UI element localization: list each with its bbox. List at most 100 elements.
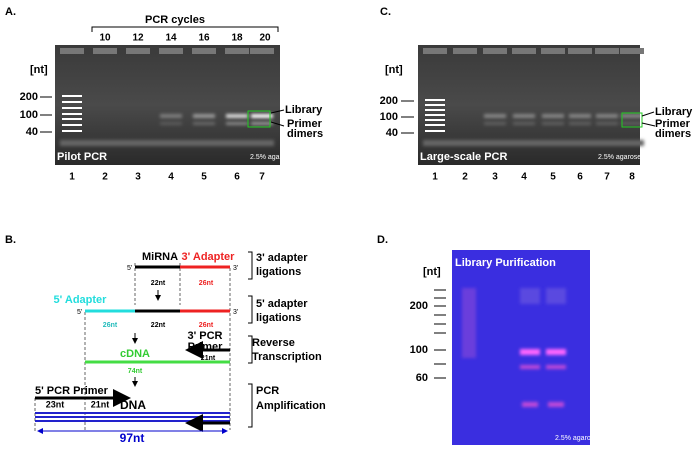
band [513, 114, 535, 118]
gel-note: 2.5% agarose [555, 435, 598, 442]
band [621, 114, 643, 118]
text: DNA [120, 398, 146, 412]
ladder-band [62, 124, 82, 126]
well [93, 48, 117, 54]
bracket [248, 383, 253, 428]
ladder-band [62, 130, 82, 132]
lane-number: 2 [462, 172, 468, 183]
lane-number: 4 [168, 172, 174, 183]
band-label: dimers [655, 128, 691, 140]
ladder-band [62, 95, 82, 97]
ladder-band [425, 109, 445, 111]
lane-number: 6 [234, 172, 240, 183]
marker: 100 [380, 111, 398, 123]
gel-bands [423, 48, 644, 146]
ladder-band [62, 101, 82, 103]
ladder-band [425, 124, 445, 126]
band [193, 114, 215, 118]
glow [60, 140, 274, 146]
cycle: 18 [231, 33, 243, 44]
lane-number: 4 [521, 172, 527, 183]
text: cDNA [120, 348, 150, 360]
ladder-band [425, 130, 445, 132]
band [160, 122, 182, 125]
text: 74nt [128, 368, 143, 375]
cycle: 16 [198, 33, 210, 44]
marker-ticks [434, 289, 446, 379]
marker-ticks [401, 100, 414, 134]
band-label: Primer [287, 118, 323, 130]
panel-label: D. [377, 234, 388, 246]
marker: 40 [386, 127, 398, 139]
text: 5' [127, 265, 132, 272]
band-label: Primer [655, 118, 691, 130]
lane-number: 2 [102, 172, 108, 183]
band-label: dimers [287, 128, 323, 140]
panel-c: C. [nt] 200 100 40 Library Primer dimers… [380, 6, 693, 165]
panel-label: B. [5, 234, 16, 246]
lane-number: 8 [629, 172, 635, 183]
ladder-band [425, 119, 445, 121]
well [512, 48, 536, 54]
text: 3' adapter [256, 252, 308, 264]
lane-number: 3 [492, 172, 498, 183]
ladder-band [62, 107, 82, 109]
glow [423, 140, 644, 146]
bracket [91, 26, 279, 32]
well [159, 48, 183, 54]
lane-number: 5 [550, 172, 556, 183]
band [542, 114, 564, 118]
text: ligations [256, 312, 301, 324]
text: 97nt [120, 431, 145, 445]
band-label: Library [285, 104, 323, 116]
bracket [248, 335, 253, 364]
well [126, 48, 150, 54]
lane-number: 7 [604, 172, 610, 183]
gel-note: 2.5% agarose [250, 154, 293, 161]
gel-title: Large-scale PCR [420, 151, 507, 163]
text: 5' PCR Primer [35, 385, 109, 397]
marker: 40 [26, 126, 38, 138]
unit: [nt] [423, 266, 441, 278]
lane-number: 5 [201, 172, 207, 183]
marker: 100 [20, 109, 38, 121]
cycle: 14 [165, 33, 177, 44]
text: 21nt [201, 355, 216, 362]
band [251, 122, 273, 125]
well [541, 48, 565, 54]
band [596, 114, 618, 118]
bracket [248, 295, 253, 324]
text: Reverse [252, 337, 295, 349]
panel-d: D. Library Purification [nt] 200 100 60 … [377, 234, 598, 445]
dna [35, 412, 230, 422]
lane-number: 6 [577, 172, 583, 183]
text: 22nt [151, 322, 166, 329]
text: Transcription [252, 351, 322, 363]
well [620, 48, 644, 54]
text: Amplification [256, 400, 326, 412]
text: 23nt [46, 399, 65, 409]
text: ligations [256, 266, 301, 278]
band [193, 122, 215, 125]
ladder-band [62, 118, 82, 120]
text: 26nt [103, 322, 118, 329]
marker: 200 [410, 300, 428, 312]
panel-a: A. PCR cycles 10 12 14 16 18 20 [nt] 200… [5, 6, 323, 165]
text: 22nt [151, 280, 166, 287]
well [60, 48, 84, 54]
well [595, 48, 619, 54]
pointer [641, 111, 656, 127]
cycle: 10 [99, 33, 111, 44]
lane-number: 3 [135, 172, 141, 183]
panel-label: A. [5, 6, 16, 18]
band [513, 122, 535, 125]
well [192, 48, 216, 54]
panel-label: C. [380, 6, 391, 18]
text: MiRNA [142, 251, 178, 263]
text: 3' [233, 265, 238, 272]
band [251, 114, 273, 118]
unit: [nt] [385, 64, 403, 76]
text: 26nt [199, 322, 214, 329]
